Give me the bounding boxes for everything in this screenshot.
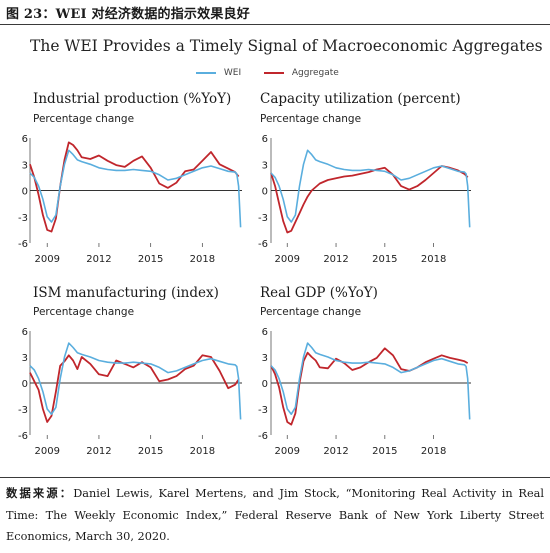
x-tick-label-industrial-production: 2015: [138, 254, 163, 265]
series-line-aggregate-capacity-utilization: [270, 165, 469, 234]
panel-title-real-gdp: Real GDP (%YoY): [260, 285, 378, 301]
legend-label-wei: WEI: [223, 68, 242, 78]
legend-item-wei: WEI: [196, 68, 241, 78]
source-note: 数据来源：Daniel Lewis, Karel Mertens, and Ji…: [6, 483, 544, 548]
panel-ylabel-industrial-production: Percentage change: [33, 113, 135, 125]
legend-label-aggregate: Aggregate: [291, 68, 339, 78]
x-tick-label-capacity-utilization: 2015: [372, 254, 397, 265]
panel-ylabel-capacity-utilization: Percentage change: [260, 113, 362, 125]
x-tick-label-capacity-utilization: 2018: [421, 254, 446, 265]
panel-title-industrial-production: Industrial production (%YoY): [33, 91, 232, 107]
x-tick-label-capacity-utilization: 2009: [275, 254, 300, 265]
x-tick-label-industrial-production: 2012: [86, 254, 111, 265]
x-tick-label-real-gdp: 2012: [323, 446, 348, 457]
x-tick-label-capacity-utilization: 2012: [323, 254, 348, 265]
y-tick-label-ism-manufacturing: 3: [22, 353, 28, 364]
y-tick-label-capacity-utilization: -6: [258, 239, 268, 250]
series-line-aggregate-real-gdp: [270, 347, 469, 426]
y-tick-label-capacity-utilization: -3: [258, 213, 268, 224]
y-tick-label-industrial-production: -3: [18, 213, 28, 224]
panel-title-ism-manufacturing: ISM manufacturing (index): [33, 285, 219, 301]
x-tick-label-ism-manufacturing: 2009: [35, 446, 60, 457]
series-line-wei-industrial-production: [29, 149, 242, 228]
series-line-wei-capacity-utilization: [270, 149, 471, 228]
y-tick-label-real-gdp: -6: [258, 431, 268, 442]
y-tick-label-real-gdp: 6: [262, 327, 268, 338]
y-tick-label-industrial-production: 0: [22, 187, 28, 198]
legend-swatch-aggregate: [264, 71, 284, 74]
bottom-rule: [0, 477, 550, 478]
y-tick-label-ism-manufacturing: -6: [18, 431, 28, 442]
series-line-aggregate-industrial-production: [29, 141, 240, 233]
y-tick-label-industrial-production: 3: [22, 160, 28, 171]
y-tick-label-real-gdp: 3: [262, 353, 268, 364]
series-line-wei-real-gdp: [270, 342, 471, 420]
y-tick-label-ism-manufacturing: 0: [22, 379, 28, 390]
chart-title: The WEI Provides a Timely Signal of Macr…: [30, 37, 543, 55]
x-tick-label-industrial-production: 2018: [190, 254, 215, 265]
source-label: 数据来源：: [6, 486, 74, 500]
source-text: Daniel Lewis, Karel Mertens, and Jim Sto…: [6, 487, 544, 543]
x-tick-label-real-gdp: 2009: [275, 446, 300, 457]
legend-swatch-wei: [196, 71, 216, 74]
x-tick-label-real-gdp: 2018: [421, 446, 446, 457]
series-line-wei-ism-manufacturing: [29, 342, 242, 420]
y-tick-label-capacity-utilization: 0: [262, 187, 268, 198]
x-tick-label-real-gdp: 2015: [372, 446, 397, 457]
x-tick-label-ism-manufacturing: 2018: [190, 446, 215, 457]
figure-title: 图 23：WEI 对经济数据的指示效果良好: [6, 7, 250, 22]
y-tick-label-industrial-production: 6: [22, 134, 28, 145]
legend-item-aggregate: Aggregate: [264, 68, 339, 78]
y-tick-label-capacity-utilization: 3: [262, 160, 268, 171]
x-tick-label-industrial-production: 2009: [35, 254, 60, 265]
y-tick-label-capacity-utilization: 6: [262, 134, 268, 145]
panel-ylabel-ism-manufacturing: Percentage change: [33, 306, 135, 318]
y-tick-label-ism-manufacturing: -3: [18, 405, 28, 416]
panel-ylabel-real-gdp: Percentage change: [260, 306, 362, 318]
y-tick-label-real-gdp: 0: [262, 379, 268, 390]
x-tick-label-ism-manufacturing: 2012: [86, 446, 111, 457]
y-tick-label-real-gdp: -3: [258, 405, 268, 416]
top-rule: [0, 24, 550, 25]
legend: WEI Aggregate: [196, 68, 359, 82]
y-tick-label-ism-manufacturing: 6: [22, 327, 28, 338]
y-tick-label-industrial-production: -6: [18, 239, 28, 250]
panel-title-capacity-utilization: Capacity utilization (percent): [260, 91, 461, 107]
x-tick-label-ism-manufacturing: 2015: [138, 446, 163, 457]
